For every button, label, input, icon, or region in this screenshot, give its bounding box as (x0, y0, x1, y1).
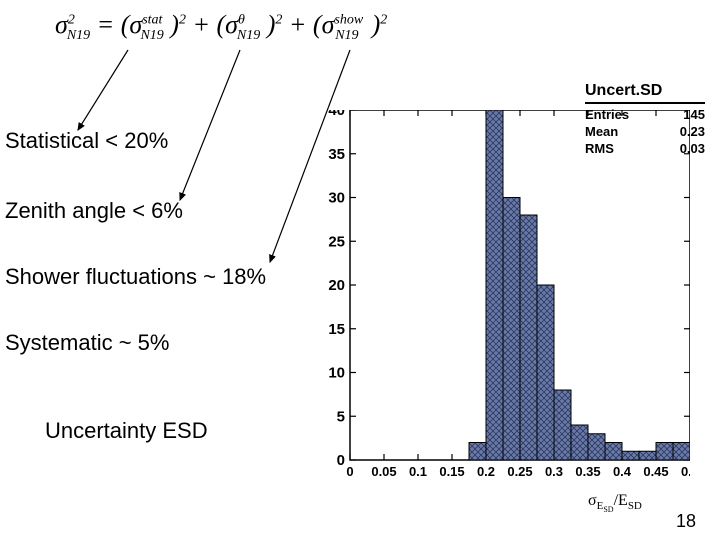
formula: σ2N19 = (σstatN19 )2 + (σθN19 )2 + (σsho… (55, 10, 387, 44)
svg-text:5: 5 (337, 408, 345, 425)
svg-text:40: 40 (328, 110, 345, 119)
svg-text:15: 15 (328, 321, 345, 338)
svg-text:0.2: 0.2 (477, 464, 495, 479)
svg-text:0.05: 0.05 (371, 464, 396, 479)
svg-text:0.1: 0.1 (409, 464, 427, 479)
x-axis-label: σESD/ESD (588, 492, 642, 514)
label-systematic: Systematic ~ 5% (5, 330, 169, 356)
svg-text:20: 20 (328, 277, 345, 294)
svg-text:0.3: 0.3 (545, 464, 563, 479)
svg-text:0.35: 0.35 (575, 464, 600, 479)
svg-text:30: 30 (328, 190, 345, 207)
svg-text:0: 0 (346, 464, 353, 479)
stats-title: Uncert.SD (585, 82, 705, 104)
label-uncertainty: Uncertainty ESD (45, 418, 208, 444)
svg-text:0.5: 0.5 (681, 464, 690, 479)
svg-text:10: 10 (328, 365, 345, 382)
svg-text:0: 0 (337, 452, 345, 469)
label-shower: Shower fluctuations ~ 18% (5, 264, 266, 290)
label-statistical: Statistical < 20% (5, 128, 168, 154)
svg-text:25: 25 (328, 233, 345, 250)
formula-text: σ2N19 = (σstatN19 )2 + (σθN19 )2 + (σsho… (55, 10, 387, 39)
svg-text:0.4: 0.4 (613, 464, 632, 479)
page-number: 18 (676, 511, 696, 532)
label-zenith: Zenith angle < 6% (5, 198, 183, 224)
histogram-chart: 0 5 10 15 20 25 30 35 40 0 0.05 0.1 0.15 0.2 0.25 0.3 0.… (310, 110, 690, 490)
svg-text:0.25: 0.25 (507, 464, 532, 479)
svg-text:35: 35 (328, 146, 345, 163)
svg-text:0.15: 0.15 (439, 464, 464, 479)
svg-text:0.45: 0.45 (643, 464, 668, 479)
